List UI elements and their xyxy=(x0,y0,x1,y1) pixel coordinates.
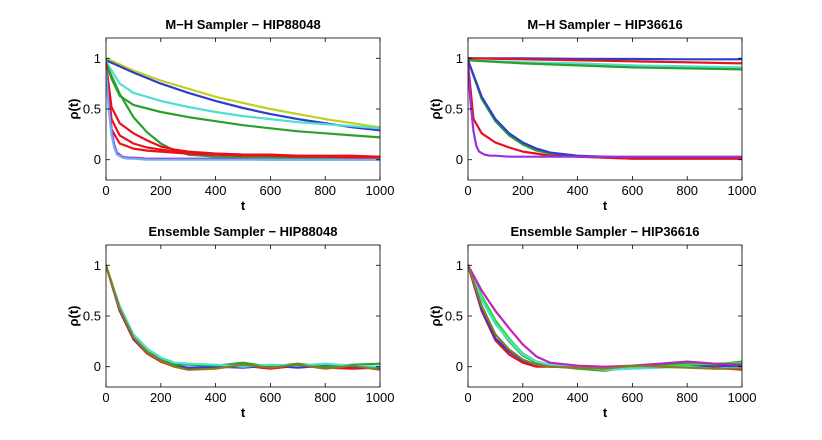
chart-title: M−H Sampler − HIP88048 xyxy=(165,17,320,32)
x-tick-label: 1000 xyxy=(366,183,395,198)
y-tick-label: 0.5 xyxy=(445,102,463,117)
y-tick-label: 0 xyxy=(94,152,101,167)
x-tick-label: 0 xyxy=(102,390,109,405)
y-tick-label: 0.5 xyxy=(83,309,101,324)
x-tick-label: 800 xyxy=(676,183,698,198)
series-line-blue xyxy=(106,59,380,132)
x-tick-label: 800 xyxy=(314,390,336,405)
x-tick-label: 0 xyxy=(464,390,471,405)
x-tick-label: 600 xyxy=(260,390,282,405)
x-tick-label: 1000 xyxy=(728,183,757,198)
x-tick-label: 400 xyxy=(205,183,227,198)
chart-panel-3: Ensemble Sampler − HIP36616 0 200 400 600 800… xyxy=(428,224,756,420)
chart-title: M−H Sampler − HIP36616 xyxy=(527,17,682,32)
x-tick-label: 0 xyxy=(102,183,109,198)
x-tick-label: 0 xyxy=(464,183,471,198)
chart-panel-0: M−H Sampler − HIP88048 0 200 400 600 800 1000 0… xyxy=(66,17,394,213)
series-line-cyan xyxy=(106,60,380,130)
series-line-cyan xyxy=(106,264,380,368)
series-line-red-flat xyxy=(468,57,742,65)
y-axis-label: ρ(t) xyxy=(66,98,81,119)
x-tick-label: 600 xyxy=(260,183,282,198)
series-line-light-blue xyxy=(106,69,380,161)
series-line-yellow-green xyxy=(106,57,380,129)
series-line-olive xyxy=(106,264,380,371)
x-axis-label: t xyxy=(241,405,246,420)
series-line-red-3 xyxy=(106,67,380,159)
y-tick-label: 1 xyxy=(456,51,463,66)
x-axis-label: t xyxy=(603,405,608,420)
series-group xyxy=(106,57,380,161)
series-line-green-decay xyxy=(468,59,742,160)
series-line-purple-fast xyxy=(468,65,742,158)
y-tick-label: 1 xyxy=(456,258,463,273)
y-tick-label: 1 xyxy=(94,258,101,273)
x-tick-label: 200 xyxy=(512,183,534,198)
y-tick-label: 0 xyxy=(456,359,463,374)
x-tick-label: 800 xyxy=(676,390,698,405)
x-tick-label: 600 xyxy=(622,183,644,198)
y-tick-label: 0 xyxy=(94,359,101,374)
y-tick-label: 0 xyxy=(456,152,463,167)
series-line-blue-decay xyxy=(468,59,742,159)
chart-panel-1: M−H Sampler − HIP36616 0 200 400 600 800 1000 0… xyxy=(428,17,756,213)
x-axis-label: t xyxy=(603,198,608,213)
x-tick-label: 200 xyxy=(512,390,534,405)
y-axis-label: ρ(t) xyxy=(66,305,81,326)
chart-title: Ensemble Sampler − HIP36616 xyxy=(511,224,700,239)
x-tick-label: 1000 xyxy=(366,390,395,405)
x-tick-label: 400 xyxy=(205,390,227,405)
y-tick-label: 0.5 xyxy=(445,309,463,324)
x-tick-label: 400 xyxy=(567,390,589,405)
series-group xyxy=(106,264,380,371)
series-line-red xyxy=(468,264,742,371)
x-tick-label: 800 xyxy=(314,183,336,198)
x-tick-label: 1000 xyxy=(728,390,757,405)
series-line-purple xyxy=(106,67,380,161)
series-line-magenta xyxy=(468,264,742,368)
series-group xyxy=(468,57,742,160)
x-tick-label: 200 xyxy=(150,390,172,405)
series-line-olive xyxy=(468,264,742,370)
y-tick-label: 1 xyxy=(94,51,101,66)
series-line-green-flat xyxy=(468,59,742,71)
chart-panel-2: Ensemble Sampler − HIP88048 0 200 400 600 800… xyxy=(66,224,394,420)
x-tick-label: 600 xyxy=(622,390,644,405)
y-tick-label: 0.5 xyxy=(83,102,101,117)
series-group xyxy=(468,264,742,372)
x-tick-label: 200 xyxy=(150,183,172,198)
x-tick-label: 400 xyxy=(567,183,589,198)
series-line-red-decay xyxy=(468,62,742,160)
x-axis-label: t xyxy=(241,198,246,213)
chart-title: Ensemble Sampler − HIP88048 xyxy=(149,224,338,239)
y-axis-label: ρ(t) xyxy=(428,305,443,326)
y-axis-label: ρ(t) xyxy=(428,98,443,119)
